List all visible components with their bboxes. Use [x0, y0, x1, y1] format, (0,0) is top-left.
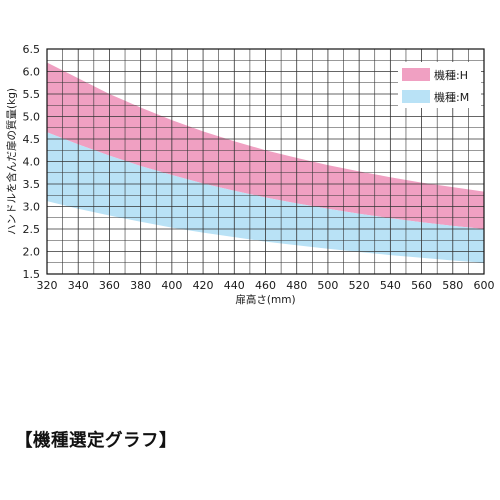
legend-label-h: 機種:H	[434, 68, 468, 82]
x-tick-label: 400	[161, 279, 182, 292]
y-tick-label: 4.0	[23, 156, 41, 169]
y-tick-label: 6.0	[23, 66, 41, 79]
y-tick-label: 6.5	[23, 43, 41, 56]
y-tick-label: 3.0	[23, 201, 41, 214]
x-tick-label: 520	[349, 279, 370, 292]
legend-swatch-h	[402, 68, 430, 81]
y-axis-label: ハンドルを含んだ扉の質量(kg)	[5, 88, 18, 235]
x-tick-label: 580	[442, 279, 463, 292]
y-tick-label: 2.5	[23, 223, 41, 236]
x-tick-labels: 320 340 360 380 400 420 440 460 480 500 520 540 560 5…	[37, 279, 495, 292]
x-tick-label: 420	[193, 279, 214, 292]
legend: 機種:H 機種:M	[398, 62, 481, 108]
x-tick-label: 500	[317, 279, 338, 292]
x-tick-label: 440	[224, 279, 245, 292]
x-tick-label: 540	[380, 279, 401, 292]
y-tick-label: 4.5	[23, 133, 41, 146]
x-tick-label: 460	[255, 279, 276, 292]
grid-lines	[46, 48, 485, 275]
x-tick-label: 560	[411, 279, 432, 292]
x-axis-label: 扉高さ(mm)	[235, 293, 295, 306]
y-tick-label: 5.5	[23, 88, 41, 101]
y-tick-label: 3.5	[23, 178, 41, 191]
x-tick-label: 480	[286, 279, 307, 292]
plot-border	[46, 48, 485, 275]
plot-frame	[46, 48, 485, 275]
x-tick-label: 340	[68, 279, 89, 292]
y-tick-label: 5.0	[23, 111, 41, 124]
x-tick-label: 380	[130, 279, 151, 292]
x-tick-label: 360	[99, 279, 120, 292]
legend-swatch-m	[402, 90, 430, 103]
x-tick-label: 320	[37, 279, 58, 292]
y-tick-label: 2.0	[23, 246, 41, 259]
chart-caption: 【機種選定グラフ】	[15, 431, 177, 451]
legend-label-m: 機種:M	[434, 90, 469, 104]
y-tick-label: 1.5	[23, 268, 41, 281]
x-tick-label: 600	[474, 279, 495, 292]
y-tick-labels: 1.5 2.0 2.5 3.0 3.5 4.0 4.5 5.0 5.5 6.0 6.5	[23, 43, 41, 281]
